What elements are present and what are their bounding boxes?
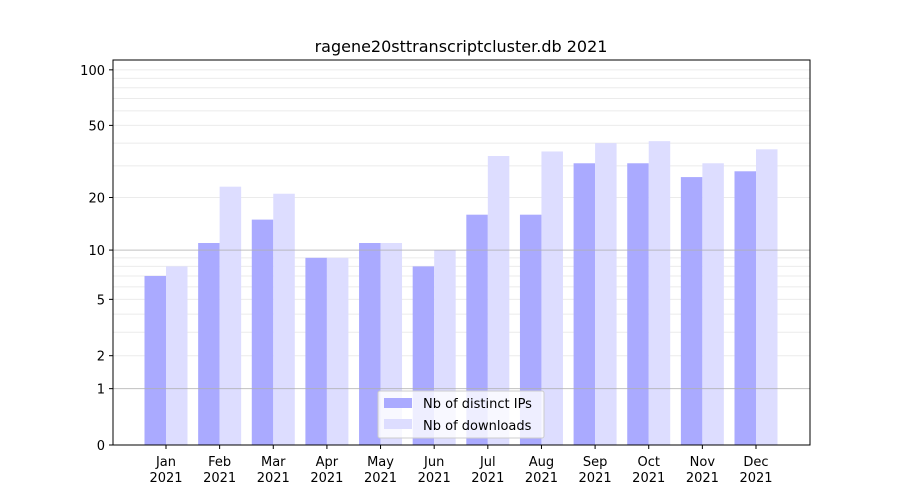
bar-downloads (702, 163, 724, 445)
bar-distinct-ips (251, 219, 274, 445)
x-tick-label: May 2021 (364, 455, 397, 486)
bar-distinct-ips (198, 243, 220, 445)
x-tick-label: Nov 2021 (686, 455, 719, 486)
bar-distinct-ips (627, 163, 649, 445)
x-tick-label: Dec 2021 (739, 455, 772, 486)
bar-downloads (487, 155, 510, 446)
legend-label-ips: Nb of distinct IPs (423, 397, 532, 412)
bar-downloads (219, 186, 242, 446)
y-tick-label: 50 (88, 119, 105, 134)
bar-distinct-ips (573, 163, 596, 445)
chart-title: ragene20sttranscriptcluster.db 2021 (315, 37, 608, 56)
bar-distinct-ips (680, 177, 703, 445)
x-tick-label: Oct 2021 (632, 455, 665, 486)
x-tick-label: Mar 2021 (257, 455, 290, 486)
bar-downloads (648, 141, 671, 445)
y-tick-label: 5 (97, 293, 105, 308)
y-tick-label: 0 (97, 439, 105, 454)
bar-distinct-ips (519, 214, 542, 445)
legend-swatch-downloads (384, 419, 412, 429)
x-tick-label: Apr 2021 (310, 455, 343, 486)
x-tick-label: Feb 2021 (203, 455, 236, 486)
y-tick-label: 10 (88, 244, 105, 259)
bar-downloads (756, 149, 778, 445)
legend-swatch-ips (384, 398, 412, 408)
y-tick-label: 20 (88, 192, 105, 207)
legend-label-downloads: Nb of downloads (423, 419, 532, 434)
bar-downloads (273, 193, 295, 445)
x-tick-label: Jan 2021 (149, 455, 182, 486)
bar-distinct-ips (144, 275, 166, 445)
bar-downloads (326, 257, 349, 445)
x-tick-label: Jun 2021 (418, 455, 451, 486)
x-tick-label: Sep 2021 (579, 455, 612, 486)
y-tick-label: 100 (80, 64, 105, 79)
legend: Nb of distinct IPs Nb of downloads (377, 390, 545, 439)
x-tick-label: Aug 2021 (525, 455, 558, 486)
x-tick-label: Jul 2021 (471, 455, 504, 486)
bar-distinct-ips (466, 214, 488, 445)
bar-distinct-ips (734, 171, 756, 445)
bar-distinct-ips (359, 243, 381, 445)
bar-downloads (541, 151, 563, 446)
y-tick-label: 2 (97, 350, 105, 365)
y-tick-label: 1 (97, 383, 105, 398)
bar-downloads (595, 143, 617, 445)
bar-distinct-ips (305, 257, 327, 445)
plot-frame (112, 59, 811, 446)
bar-downloads (166, 266, 188, 445)
